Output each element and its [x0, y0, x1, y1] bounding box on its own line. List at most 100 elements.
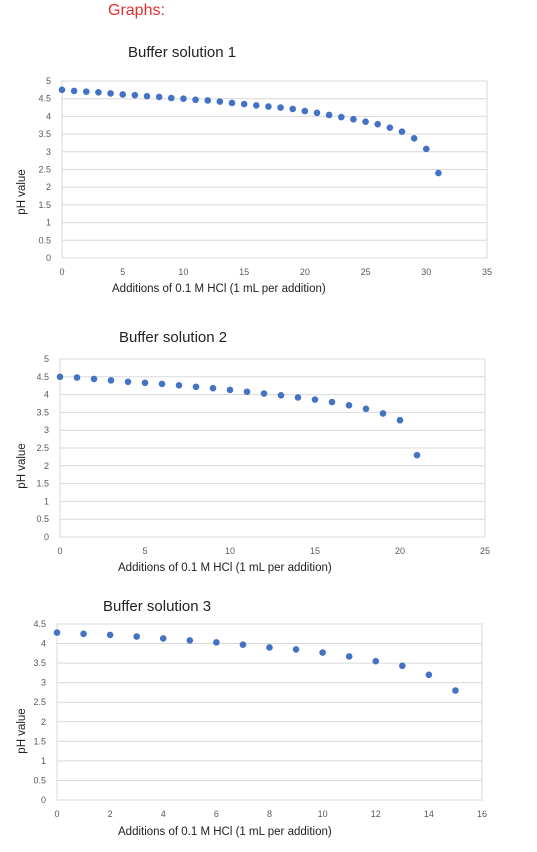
- chart-3-ytick-label-2: 1: [41, 756, 46, 766]
- chart-2-point-8: [192, 383, 200, 391]
- chart-3-ytick-label-6: 3: [41, 678, 46, 688]
- chart-3-xtick-label-6: 12: [371, 809, 381, 819]
- chart-3-point-10: [319, 649, 326, 656]
- chart-1-xtick-label-0: 0: [59, 267, 64, 277]
- chart-2-xtick-label-5: 25: [480, 546, 490, 556]
- chart-2-ytick-label-5: 2.5: [36, 443, 49, 453]
- chart-1-point-30: [422, 145, 430, 153]
- chart-2-point-19: [379, 410, 387, 417]
- chart-1-point-6: [131, 91, 139, 99]
- chart-2-xtick-label-3: 15: [310, 546, 320, 556]
- chart-1-ytick-label-3: 1.5: [38, 200, 51, 210]
- chart-2-ytick-label-7: 3.5: [36, 407, 49, 417]
- chart-buffer-2: 0 0.5 1 1.5 2 2.5 3 3.5 4 4.5 5 0 5 10 15 20 25 Buffer so…: [16, 329, 490, 574]
- chart-2-point-14: [294, 394, 302, 401]
- chart-1-point-25: [362, 118, 369, 126]
- chart-1-point-15: [240, 100, 248, 108]
- chart-1-xtick-label-2: 10: [178, 267, 188, 277]
- chart-3-xlabel: Additions of 0.1 M HCl (1 mL per additio…: [118, 826, 332, 838]
- chart-1-point-8: [155, 93, 163, 101]
- chart-2-point-11: [243, 388, 251, 396]
- chart-1-point-14: [228, 99, 236, 107]
- chart-2-point-13: [277, 392, 285, 399]
- chart-1-point-13: [216, 98, 224, 105]
- chart-3-xtick-label-8: 16: [477, 809, 487, 819]
- chart-2-point-0: [56, 373, 64, 381]
- chart-1-point-3: [95, 89, 102, 96]
- chart-3-ytick-label-5: 2.5: [33, 697, 46, 707]
- chart-2-ytick-label-6: 3: [44, 425, 49, 435]
- chart-2-ytick-label-1: 0.5: [36, 514, 49, 524]
- chart-1-ytick-label-7: 3.5: [38, 129, 51, 139]
- chart-1-point-9: [167, 94, 175, 102]
- chart-1-xtick-label-3: 15: [239, 267, 249, 277]
- chart-3-point-13: [399, 662, 406, 670]
- chart-1-xtick-label-5: 25: [361, 267, 371, 277]
- chart-2-point-21: [413, 451, 421, 459]
- chart-1-ytick-label-5: 2.5: [38, 165, 51, 175]
- chart-3-point-12: [372, 657, 380, 665]
- chart-3-xtick-label-3: 6: [214, 809, 219, 819]
- chart-3-xtick-label-5: 10: [318, 809, 328, 819]
- chart-2-plot-frame: [59, 358, 486, 538]
- chart-2-ytick-label-4: 2: [44, 461, 49, 471]
- chart-3-ytick-label-1: 0.5: [33, 775, 46, 785]
- chart-3-plot-frame: [56, 623, 483, 801]
- chart-3-point-7: [239, 641, 247, 649]
- chart-3-ylabel: pH value: [16, 708, 28, 753]
- chart-2-xtick-label-4: 20: [395, 546, 405, 556]
- chart-1-xtick-label-7: 35: [482, 267, 492, 277]
- chart-2-xtick-label-0: 0: [57, 546, 62, 556]
- chart-2-point-3: [107, 377, 115, 384]
- chart-1-point-29: [410, 135, 418, 142]
- chart-2-point-12: [260, 390, 268, 397]
- chart-2-ylabel: pH value: [16, 443, 28, 488]
- chart-buffer-1: 0 0.5 1 1.5 2 2.5 3 3.5 4 4.5 5 0 5 10 15 20 25 30 35 Buffe…: [16, 44, 492, 295]
- chart-2-point-1: [73, 374, 81, 381]
- chart-3-point-11: [345, 653, 353, 660]
- chart-1-point-26: [374, 120, 382, 128]
- chart-3-point-3: [133, 633, 140, 640]
- chart-2-point-15: [311, 396, 319, 403]
- chart-1-point-11: [192, 96, 199, 104]
- chart-1-ytick-label-4: 2: [46, 182, 51, 192]
- chart-1-point-5: [119, 91, 127, 98]
- chart-3-point-8: [266, 644, 273, 651]
- page-heading: Graphs:: [108, 2, 165, 19]
- chart-1-point-24: [350, 115, 357, 123]
- chart-2-ytick-label-8: 4: [44, 390, 49, 400]
- chart-2-point-5: [141, 379, 149, 387]
- chart-1-point-18: [277, 104, 284, 111]
- chart-1-ytick-label-1: 0.5: [38, 235, 51, 245]
- chart-2-point-17: [345, 401, 353, 409]
- chart-3-point-0: [53, 629, 61, 636]
- chart-2-point-2: [90, 375, 98, 383]
- chart-2-ytick-label-9: 4.5: [36, 372, 49, 382]
- chart-1-point-4: [107, 90, 114, 97]
- chart-1-ytick-label-10: 5: [46, 76, 51, 86]
- chart-2-ytick-label-2: 1: [44, 496, 49, 506]
- chart-3-ytick-label-4: 2: [41, 717, 46, 727]
- chart-3-xtick-label-7: 14: [424, 809, 434, 819]
- chart-1-ytick-label-6: 3: [46, 147, 51, 157]
- chart-2-point-16: [328, 398, 336, 406]
- chart-1-point-22: [325, 111, 333, 119]
- chart-3-ytick-label-8: 4: [41, 639, 46, 649]
- chart-1-point-17: [265, 103, 272, 110]
- chart-1-point-28: [398, 128, 406, 135]
- chart-1-point-20: [301, 107, 309, 115]
- chart-1-point-2: [82, 88, 90, 95]
- chart-1-point-27: [386, 124, 394, 132]
- chart-1-xtick-label-4: 20: [300, 267, 310, 277]
- chart-2-point-7: [175, 382, 183, 389]
- chart-3-point-1: [80, 630, 87, 638]
- chart-1-point-21: [313, 109, 321, 117]
- chart-2-xlabel: Additions of 0.1 M HCl (1 mL per additio…: [118, 562, 332, 574]
- chart-1-ytick-label-2: 1: [46, 218, 51, 228]
- chart-2-point-18: [362, 405, 370, 413]
- chart-3-point-2: [106, 631, 114, 639]
- chart-1-point-23: [337, 113, 345, 121]
- chart-2-point-6: [158, 380, 166, 388]
- chart-1-point-16: [252, 102, 260, 109]
